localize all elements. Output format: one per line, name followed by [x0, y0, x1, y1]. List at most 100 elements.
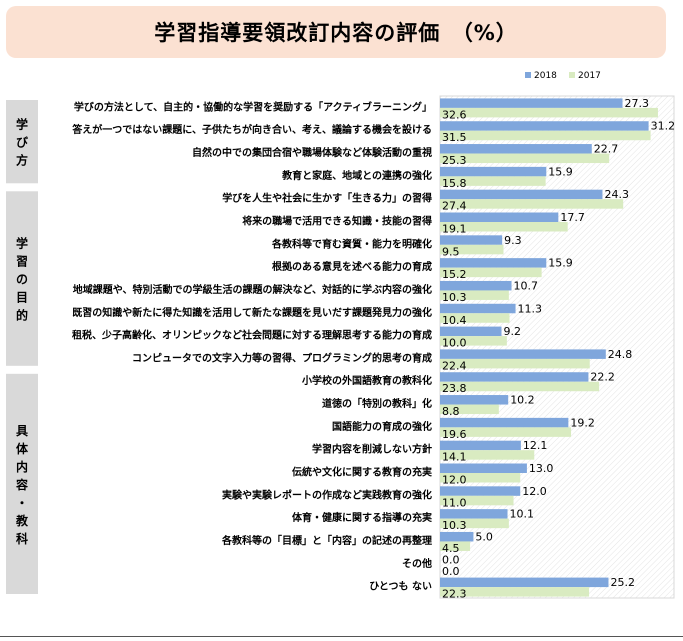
- value-label-2018: 19.2: [570, 416, 595, 429]
- bar-2018: [440, 144, 592, 154]
- bar-2018: [440, 212, 559, 222]
- bar-2017: [440, 222, 568, 232]
- group-box-2: [6, 373, 38, 594]
- bottom-rule: [0, 636, 683, 637]
- bar-2017: [440, 381, 600, 392]
- category-label: 地域課題や、特別活動での学級生活の課題の解決など、対話的に学ぶ内容の強化: [73, 283, 432, 296]
- value-label-2018: 22.7: [594, 143, 619, 156]
- bar-2018: [440, 166, 547, 177]
- value-label-2017: 15.2: [442, 268, 467, 281]
- value-label-2017: 9.5: [442, 245, 460, 258]
- bar-2017: [440, 495, 514, 506]
- bar-2017: [440, 153, 610, 164]
- group-box-0: [6, 100, 38, 184]
- category-label: 伝統や文化に関する教育の充実: [292, 466, 432, 479]
- value-label-2017: 10.3: [442, 519, 467, 532]
- legend-label-2018: 2018: [534, 71, 557, 81]
- bar-2017: [440, 336, 507, 346]
- legend-swatch-2018: [525, 72, 531, 78]
- value-label-2018: 9.2: [504, 325, 521, 338]
- bar-2017: [440, 267, 542, 278]
- value-label-2017: 23.8: [442, 382, 467, 395]
- value-label-2017: 12.0: [442, 474, 467, 487]
- value-label-2018: 27.3: [625, 97, 650, 110]
- bar-2018: [440, 235, 503, 245]
- bar-2018: [440, 395, 509, 405]
- value-label-2018: 10.1: [510, 508, 535, 521]
- value-label-2018: 17.7: [560, 211, 585, 224]
- chart-title: 学習指導要領改訂内容の評価 （%）: [154, 21, 518, 45]
- group-label-char: 方: [16, 153, 28, 168]
- value-label-2017: 10.4: [442, 314, 467, 327]
- bar-2017: [440, 358, 590, 369]
- bar-2017: [440, 313, 510, 323]
- legend-swatch-2017: [569, 72, 575, 78]
- bar-2018: [440, 463, 527, 473]
- group-label-char: の: [16, 273, 28, 287]
- group-label-char: 的: [16, 308, 28, 323]
- value-label-2018: 24.8: [608, 348, 633, 361]
- value-label-2017: 10.0: [442, 337, 467, 350]
- bar-2018: [440, 349, 606, 359]
- category-label: 学びを人生や社会に生かす「生きる力」の習得: [222, 192, 432, 205]
- group-label-char: 目: [16, 291, 28, 305]
- value-label-2018: 15.9: [548, 165, 573, 178]
- bar-2018: [440, 189, 603, 200]
- bar-2017: [440, 473, 521, 483]
- group-label-char: び: [16, 135, 29, 150]
- category-label: 学習内容を削減しない方針: [312, 443, 432, 456]
- category-label: 答えが一つではない課題に、子供たちが向き合い、考え、議論する機会を設ける: [71, 123, 432, 136]
- bar-2018: [440, 417, 569, 428]
- bar-2018: [440, 303, 516, 314]
- group-label-char: 具: [16, 424, 28, 438]
- bar-2017: [440, 587, 590, 597]
- value-label-2018: 24.3: [604, 188, 629, 201]
- value-label-2018: 31.2: [651, 120, 676, 133]
- value-label-2018: 11.3: [518, 302, 543, 315]
- value-label-2017: 19.6: [442, 428, 467, 441]
- value-label-2017: 0.0: [442, 565, 460, 578]
- bar-2018: [440, 486, 521, 496]
- group-label-char: 内: [16, 459, 28, 474]
- category-label: ひとつも ない: [369, 581, 432, 593]
- value-label-2018: 9.3: [504, 234, 521, 247]
- value-label-2017: 27.4: [442, 200, 467, 213]
- value-label-2018: 0.0: [442, 553, 460, 566]
- bar-2018: [440, 258, 547, 268]
- category-label: 実験や実験レポートの作成など実践教育の強化: [222, 488, 432, 501]
- bar-2018: [440, 440, 521, 451]
- value-label-2017: 19.1: [442, 223, 467, 236]
- value-label-2018: 10.2: [510, 394, 535, 407]
- value-label-2017: 11.0: [442, 496, 467, 509]
- category-label: 根拠のある意見を述べる能力の育成: [272, 260, 432, 273]
- bar-2018: [440, 280, 512, 291]
- value-label-2018: 12.0: [522, 485, 547, 498]
- category-label: 各教科等の「目標」と「内容」の記述の再整理: [221, 534, 432, 547]
- category-label: 学びの方法として、自主的・協働的な学習を奨励する「アクティブラーニング」: [74, 100, 432, 113]
- category-label: 道徳の「特別の教科」化: [322, 397, 432, 410]
- category-label: 教育と家庭、地域との連携の強化: [281, 169, 432, 182]
- bar-2018: [440, 326, 502, 337]
- group-label-char: 科: [16, 531, 28, 546]
- value-label-2017: 22.4: [442, 359, 467, 372]
- bar-2017: [440, 199, 624, 209]
- legend-label-2017: 2017: [578, 71, 601, 81]
- bar-2018: [440, 121, 649, 131]
- bar-2017: [440, 541, 471, 551]
- value-label-2018: 12.1: [523, 439, 548, 452]
- category-label: その他: [402, 557, 432, 570]
- group-label-char: 学: [16, 117, 28, 132]
- bar-2017: [440, 404, 499, 415]
- bar-2017: [440, 176, 546, 186]
- bar-2018: [440, 509, 508, 519]
- value-label-2018: 5.0: [475, 530, 493, 543]
- bar-2017: [440, 518, 509, 529]
- category-label: 国語能力の育成の強化: [332, 420, 432, 433]
- value-label-2018: 25.2: [610, 576, 635, 589]
- category-label: 既習の知識や新たに得た知識を活用して新たな課題を見いだす課題発見力の強化: [72, 306, 432, 319]
- value-label-2018: 15.9: [548, 257, 573, 270]
- bar-2018: [440, 531, 474, 542]
- value-label-2018: 13.0: [529, 462, 554, 475]
- bar-2017: [440, 450, 535, 460]
- value-label-2017: 4.5: [442, 542, 460, 555]
